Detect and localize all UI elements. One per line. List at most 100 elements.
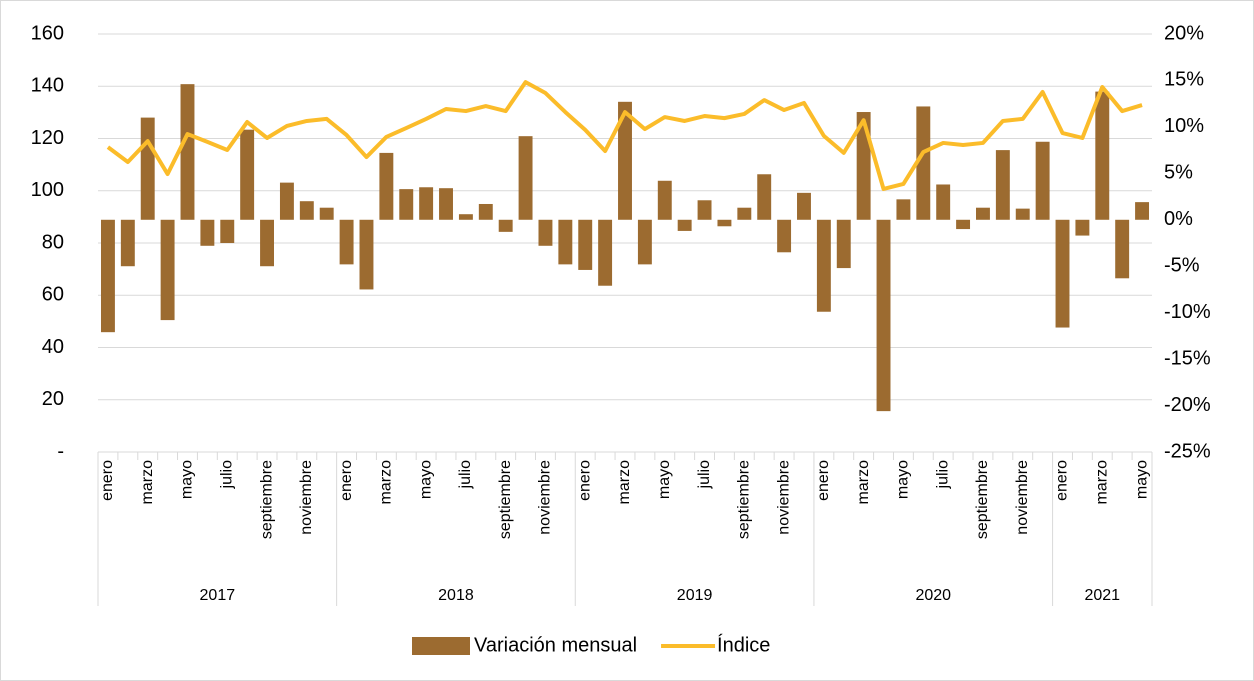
x-tick-label: enero <box>99 460 116 501</box>
bar <box>876 219 891 412</box>
x-tick-label: mayo <box>895 460 912 499</box>
x-tick-label: julio <box>696 460 713 490</box>
y2-tick-label: 10% <box>1164 115 1204 137</box>
x-tick-label: julio <box>934 460 951 490</box>
bar <box>956 219 971 230</box>
y2-tick-label: 0% <box>1164 208 1193 230</box>
legend-swatch <box>412 637 470 655</box>
x-tick-label: marzo <box>1094 460 1111 505</box>
x-tick-label: septiembre <box>497 460 514 539</box>
bar <box>120 219 135 267</box>
bar <box>797 192 811 220</box>
bar <box>1075 219 1090 236</box>
bar <box>419 187 434 220</box>
bar <box>598 219 613 286</box>
y-tick-label: - <box>57 440 64 462</box>
x-tick-label: enero <box>1054 460 1071 501</box>
x-tick-label: mayo <box>179 460 196 499</box>
bar <box>995 150 1010 220</box>
bar <box>697 200 712 220</box>
x-tick-label: julio <box>218 460 235 490</box>
x-tick-label: noviembre <box>298 460 315 535</box>
y2-tick-label: -20% <box>1164 394 1211 416</box>
y2-tick-label: 20% <box>1164 22 1204 44</box>
bar <box>578 219 593 270</box>
bar <box>140 117 155 220</box>
bar <box>200 219 215 246</box>
x-tick-label: marzo <box>378 460 395 505</box>
x-tick-label: septiembre <box>736 460 753 539</box>
bar <box>757 174 772 220</box>
bar <box>657 180 672 220</box>
bar <box>1135 202 1150 220</box>
y-tick-label: 160 <box>31 22 64 44</box>
bar <box>359 219 374 290</box>
x-tick-label: enero <box>576 460 593 501</box>
bar <box>1095 91 1110 220</box>
bar <box>498 219 513 232</box>
x-tick-label: marzo <box>139 460 156 505</box>
bar <box>319 207 334 220</box>
group-label: 2020 <box>915 587 951 604</box>
group-label: 2019 <box>677 587 713 604</box>
bar <box>399 189 414 220</box>
line <box>106 80 1143 191</box>
bar <box>339 219 354 265</box>
bar <box>737 207 752 220</box>
bar <box>1055 219 1070 328</box>
bar <box>1035 141 1050 220</box>
y-tick-label: 100 <box>31 179 64 201</box>
bar <box>1115 219 1130 279</box>
y-tick-label: 140 <box>31 75 64 97</box>
bar <box>100 219 115 333</box>
group-label: 2021 <box>1084 587 1120 604</box>
bar <box>260 219 274 267</box>
bar <box>677 219 692 231</box>
x-tick-label: marzo <box>616 460 633 505</box>
bar <box>379 152 394 220</box>
bar <box>637 219 652 265</box>
bar <box>220 219 235 243</box>
y-tick-label: 40 <box>42 336 64 358</box>
bar <box>558 219 573 265</box>
legend-label: Variación mensual <box>474 634 637 656</box>
bar <box>976 207 990 220</box>
y2-tick-label: -5% <box>1164 255 1200 277</box>
bar <box>896 199 911 220</box>
bar <box>777 219 792 253</box>
bar <box>160 219 175 321</box>
bar <box>518 136 533 220</box>
y-tick-label: 20 <box>42 388 64 410</box>
y-tick-label: 120 <box>31 127 64 149</box>
group-label: 2017 <box>200 587 236 604</box>
x-tick-label: mayo <box>656 460 673 499</box>
x-tick-label: mayo <box>1133 460 1150 499</box>
y-tick-label: 80 <box>42 231 64 253</box>
bar <box>299 201 314 220</box>
bar <box>439 188 453 220</box>
bar <box>916 106 931 220</box>
x-tick-label: enero <box>338 460 355 501</box>
bar <box>717 219 732 227</box>
bar <box>180 84 195 220</box>
x-tick-label: noviembre <box>775 460 792 535</box>
x-tick-label: enero <box>815 460 832 501</box>
x-tick-label: marzo <box>855 460 872 505</box>
x-tick-label: mayo <box>417 460 434 499</box>
x-tick-label: noviembre <box>537 460 554 535</box>
y2-tick-label: -25% <box>1164 440 1211 462</box>
bar <box>1015 208 1030 220</box>
group-label: 2018 <box>438 587 474 604</box>
y2-tick-label: -15% <box>1164 347 1211 369</box>
legend-label: Índice <box>717 633 770 656</box>
bar <box>458 214 473 220</box>
bar <box>816 219 831 312</box>
y2-tick-label: 15% <box>1164 69 1204 91</box>
bar <box>618 101 632 220</box>
y2-tick-label: 5% <box>1164 162 1193 184</box>
x-tick-label: septiembre <box>258 460 275 539</box>
x-tick-label: septiembre <box>974 460 991 539</box>
bar <box>836 219 851 269</box>
x-tick-label: noviembre <box>1014 460 1031 535</box>
